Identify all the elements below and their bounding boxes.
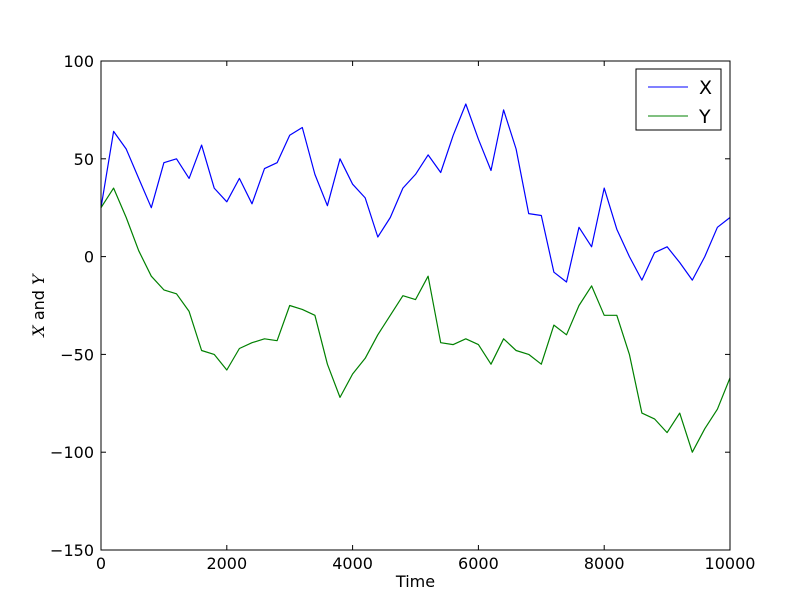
series-layer <box>100 103 731 453</box>
x-tick-label: 4000 <box>332 554 373 573</box>
legend-box <box>635 68 722 131</box>
y-axis-label-and: and <box>29 285 48 325</box>
plot-area <box>101 61 730 550</box>
y-tick-label: −50 <box>60 345 94 364</box>
x-tick-label: 10000 <box>705 554 756 573</box>
y-axis-label-x: X <box>29 325 48 339</box>
x-tick-label: 6000 <box>458 554 499 573</box>
x-tick-label: 8000 <box>584 554 625 573</box>
y-axis-label: X and Y <box>29 273 48 339</box>
legend: X Y <box>635 68 722 131</box>
series-line-y <box>100 187 731 453</box>
y-tick-label: 0 <box>84 248 94 267</box>
series-line-x <box>100 103 731 283</box>
x-tick-label: 0 <box>96 554 106 573</box>
x-tick-label: 2000 <box>206 554 247 573</box>
y-tick-label: 100 <box>63 52 94 71</box>
y-axis-label-y: Y <box>29 273 48 285</box>
legend-label-x: X <box>699 77 712 99</box>
y-tick-label: 50 <box>74 150 94 169</box>
y-tick-label: −100 <box>50 443 94 462</box>
legend-label-y: Y <box>698 106 711 128</box>
tick-layer: 0 2000 4000 6000 8000 10000 −150 −100 −50 0 50 100 <box>50 52 755 573</box>
plot-frame <box>100 60 731 551</box>
x-axis-label: Time <box>395 572 435 591</box>
y-tick-label: −150 <box>50 541 94 560</box>
